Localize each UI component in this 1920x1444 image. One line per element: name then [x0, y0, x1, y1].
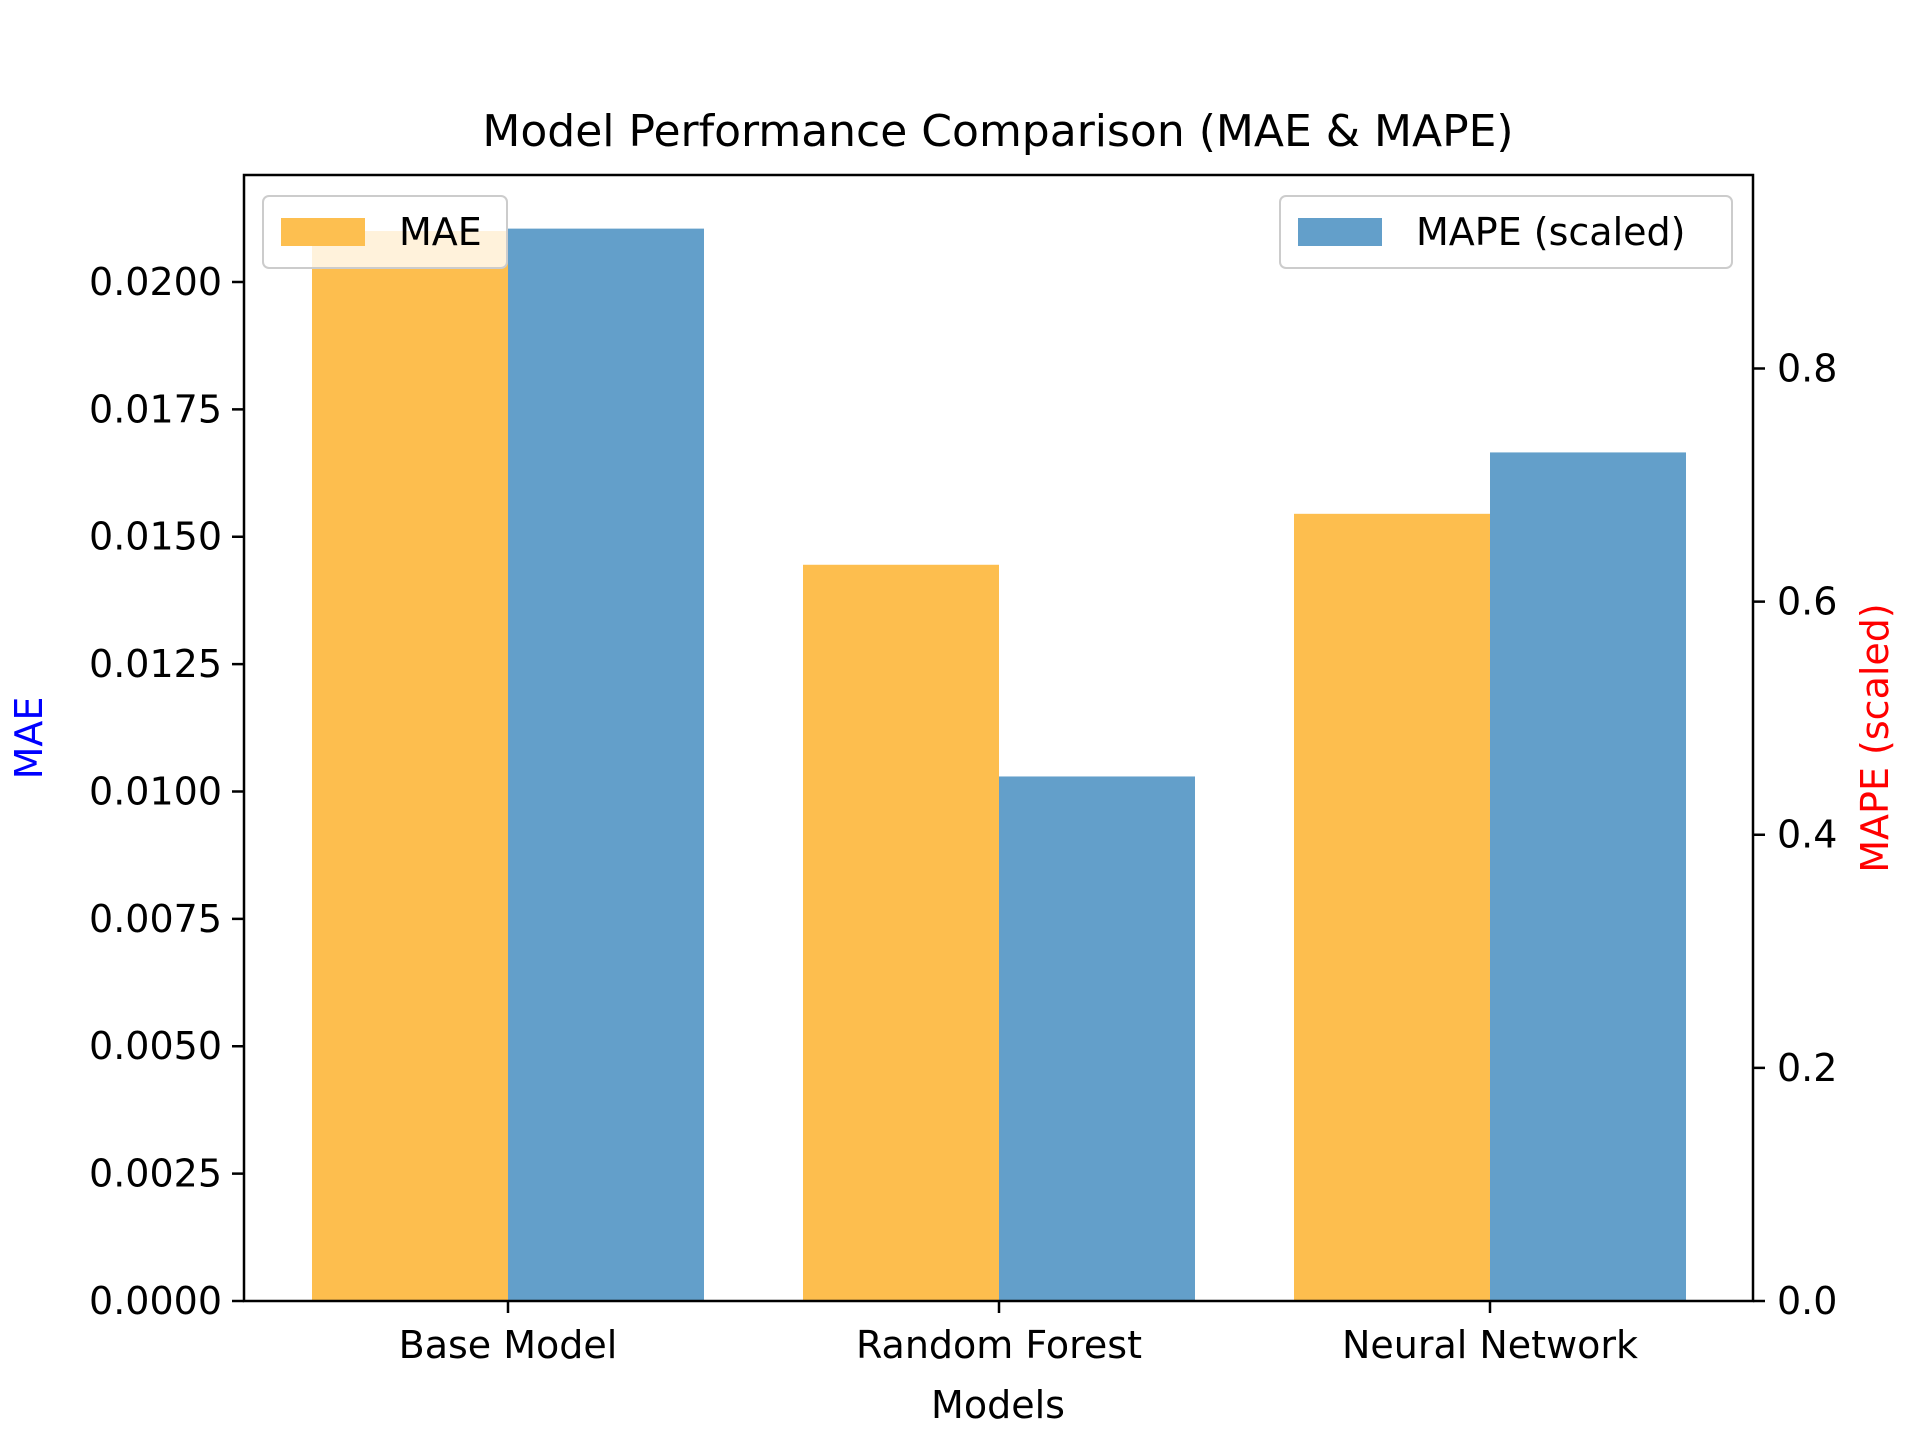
- legend-mape: MAPE (scaled): [1279, 195, 1733, 269]
- chart-title: Model Performance Comparison (MAE & MAPE…: [482, 106, 1513, 157]
- left-tick-label: 0.0150: [89, 515, 222, 559]
- bars-group: [312, 228, 1686, 1302]
- right-tick-label: 0.2: [1777, 1046, 1837, 1090]
- left-axis-ticks: 0.0000 0.0025 0.0050 0.0075 0.0100 0.0125 0.01…: [89, 260, 244, 1323]
- x-tick-label: Random Forest: [856, 1323, 1142, 1367]
- bar-mape-0: [508, 228, 704, 1302]
- left-tick-label: 0.0050: [89, 1024, 222, 1068]
- left-tick-label: 0.0175: [89, 387, 222, 431]
- x-tick-label: Neural Network: [1342, 1323, 1638, 1367]
- legend-box: [262, 195, 508, 269]
- legend-swatch-mae: [281, 218, 365, 246]
- legend-swatch-mape: [1298, 218, 1382, 246]
- bar-mae-0: [312, 231, 508, 1301]
- left-axis-label: MAE: [7, 697, 51, 780]
- x-axis-ticks: Base Model Random Forest Neural Network: [399, 1301, 1638, 1367]
- bar-mae-1: [803, 564, 999, 1301]
- left-tick-label: 0.0100: [89, 769, 222, 813]
- right-tick-label: 0.4: [1777, 813, 1837, 857]
- legend-label-mape: MAPE (scaled): [1416, 210, 1685, 254]
- left-tick-label: 0.0200: [89, 260, 222, 304]
- x-tick-label: Base Model: [399, 1323, 618, 1367]
- plot-frame: [242, 173, 1755, 1303]
- left-tick-label: 0.0000: [89, 1279, 222, 1323]
- x-axis-label: Models: [931, 1383, 1065, 1427]
- bar-mape-2: [1490, 452, 1686, 1301]
- right-tick-label: 0.6: [1777, 580, 1837, 624]
- right-axis-label: MAPE (scaled): [1853, 603, 1897, 872]
- left-tick-label: 0.0125: [89, 642, 222, 686]
- bar-mape-1: [999, 776, 1195, 1301]
- legend-label-mae: MAE: [399, 210, 482, 254]
- left-tick-label: 0.0075: [89, 897, 222, 941]
- right-axis-ticks: 0.0 0.2 0.4 0.6 0.8: [1753, 346, 1837, 1323]
- right-tick-label: 0.0: [1777, 1279, 1837, 1323]
- bar-mae-2: [1294, 513, 1490, 1301]
- legend-mae: MAE: [262, 195, 508, 269]
- right-tick-label: 0.8: [1777, 346, 1837, 390]
- left-tick-label: 0.0025: [89, 1152, 222, 1196]
- legend-box: [1279, 195, 1733, 269]
